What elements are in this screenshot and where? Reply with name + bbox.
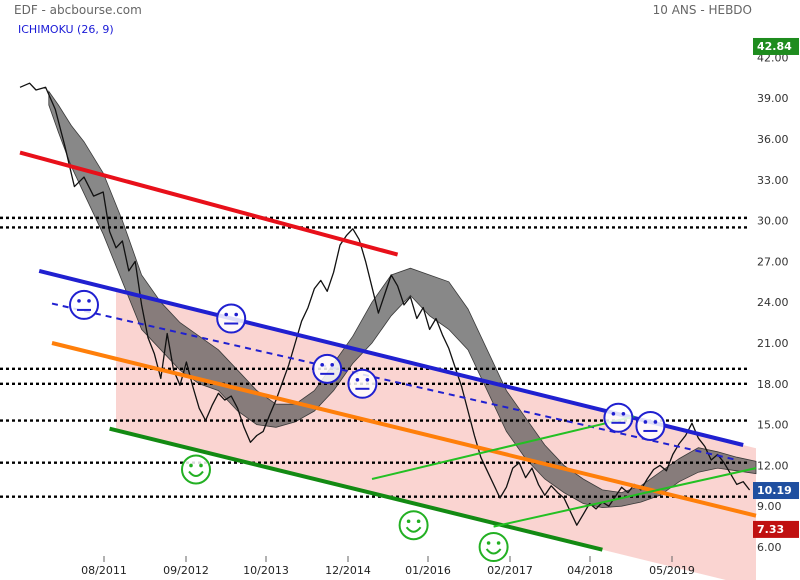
trend-line-blue-dashed bbox=[51, 302, 738, 461]
chart-period: 10 ANS - HEBDO bbox=[653, 3, 752, 17]
annotation-neutral-icon bbox=[312, 353, 343, 384]
y-tick-label: 18.00 bbox=[757, 378, 789, 391]
annotation-face bbox=[347, 368, 378, 399]
annotation-eye bbox=[416, 519, 421, 524]
annotation-face bbox=[312, 353, 343, 384]
annotation-mouth bbox=[188, 470, 204, 477]
annotation-eye bbox=[330, 363, 335, 367]
annotation-eye bbox=[653, 420, 658, 424]
annotation-neutral-icon bbox=[603, 402, 634, 433]
y-tick-label: 12.00 bbox=[757, 459, 789, 472]
price-tag-label: 7.33 bbox=[757, 523, 784, 536]
channel-area bbox=[116, 289, 756, 580]
price-tag-box bbox=[753, 37, 799, 55]
annotation-eye bbox=[406, 519, 411, 524]
y-tick-label: 15.00 bbox=[757, 419, 789, 432]
trend-lines bbox=[19, 150, 757, 552]
shaded-channel bbox=[116, 289, 756, 580]
annotation-eye bbox=[77, 299, 81, 303]
indicator-label: ICHIMOKU (26, 9) bbox=[18, 23, 114, 36]
price-tag-label: 10.19 bbox=[757, 484, 792, 497]
annotation-face bbox=[478, 532, 509, 562]
y-tick-label: 24.00 bbox=[757, 296, 789, 309]
chart-source: EDF - abcbourse.com bbox=[14, 3, 142, 17]
price-tag-box bbox=[753, 482, 799, 500]
annotation-eye bbox=[320, 363, 325, 367]
annotation-mouth bbox=[405, 526, 422, 533]
annotation-face bbox=[216, 303, 247, 334]
x-tick-label: 09/2012 bbox=[163, 564, 209, 577]
y-tick-label: 36.00 bbox=[757, 133, 789, 146]
annotation-face bbox=[181, 454, 211, 485]
annotation-eye bbox=[355, 378, 360, 382]
annotation-eye bbox=[621, 412, 626, 416]
price-tag-label: 42.84 bbox=[757, 40, 792, 53]
annotation-face bbox=[398, 510, 429, 541]
y-axis: 42.0039.0036.0033.0030.0027.0024.0021.00… bbox=[757, 51, 789, 554]
annotation-face bbox=[69, 289, 99, 320]
annotation-neutral-icon bbox=[216, 303, 247, 334]
annotation-neutral-icon bbox=[347, 368, 378, 399]
annotation-neutral-icon bbox=[69, 289, 99, 320]
x-axis: 08/2011 09/2012 10/2013 12/2014 01/2016 02/20… bbox=[81, 556, 695, 577]
annotation-face bbox=[635, 410, 666, 441]
y-tick-label: 39.00 bbox=[757, 92, 789, 105]
annotation-eye bbox=[496, 541, 501, 545]
y-tick-label: 33.00 bbox=[757, 174, 789, 187]
annotations bbox=[69, 289, 666, 562]
annotation-eye bbox=[643, 420, 648, 424]
trend-line-green-channel-top bbox=[371, 415, 635, 480]
trend-line-green-lower bbox=[109, 426, 603, 552]
y-tick-label: 27.00 bbox=[757, 255, 789, 268]
x-tick-label: 08/2011 bbox=[81, 564, 127, 577]
annotation-eye bbox=[87, 299, 91, 303]
y-tick-label: 30.00 bbox=[757, 215, 789, 228]
annotation-eye bbox=[224, 312, 228, 317]
annotation-eye bbox=[234, 312, 238, 317]
trend-line-green-channel-bottom bbox=[493, 467, 757, 528]
annotation-mouth bbox=[485, 548, 502, 555]
y-tick-label: 21.00 bbox=[757, 337, 789, 350]
annotation-neutral-icon bbox=[635, 410, 666, 441]
annotation-eye bbox=[199, 463, 203, 468]
annotation-face bbox=[603, 402, 634, 433]
y-tick-label: 6.00 bbox=[757, 541, 782, 554]
annotation-eye bbox=[189, 463, 193, 468]
annotation-happy-icon bbox=[398, 510, 429, 541]
trend-line-orange bbox=[51, 341, 757, 518]
x-tick-label: 05/2019 bbox=[649, 564, 695, 577]
annotation-happy-icon bbox=[181, 454, 211, 485]
x-tick-label: 10/2013 bbox=[243, 564, 289, 577]
annotation-eye bbox=[486, 541, 491, 545]
x-tick-label: 01/2016 bbox=[405, 564, 451, 577]
price-tag-box bbox=[753, 520, 799, 538]
annotation-eye bbox=[365, 378, 370, 382]
y-tick-label: 9.00 bbox=[757, 500, 782, 513]
price-tags: 42.84 10.19 7.33 bbox=[753, 37, 799, 538]
x-tick-label: 04/2018 bbox=[567, 564, 613, 577]
trend-line-red bbox=[19, 150, 399, 257]
x-tick-label: 02/2017 bbox=[487, 564, 533, 577]
annotation-eye bbox=[611, 412, 616, 416]
annotation-happy-icon bbox=[478, 532, 509, 562]
x-tick-label: 12/2014 bbox=[325, 564, 371, 577]
